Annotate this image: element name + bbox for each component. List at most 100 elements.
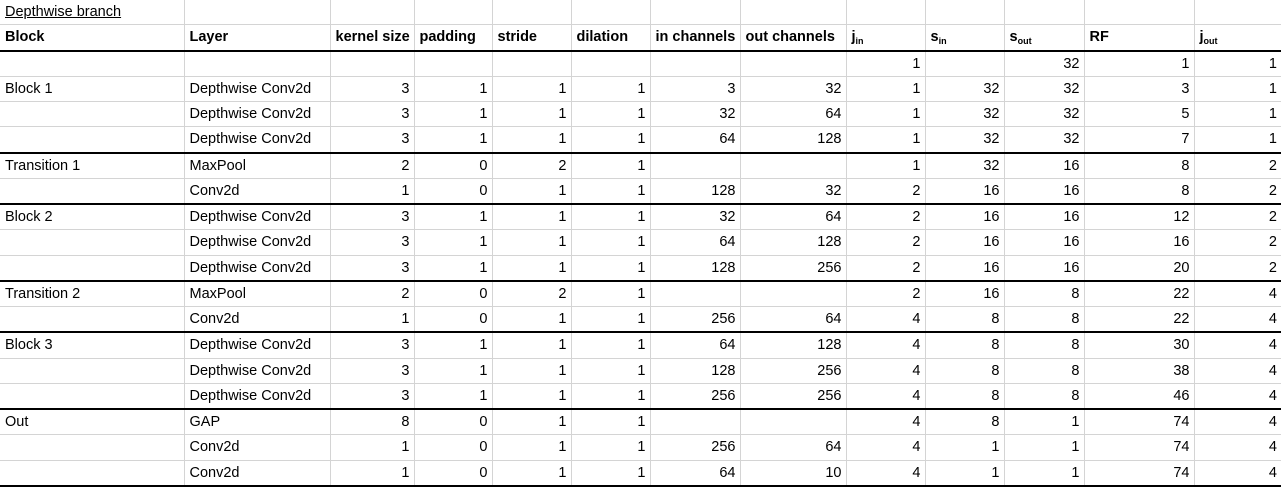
cell-j-in[interactable]: 4 <box>845 460 925 487</box>
cell-layer[interactable]: Conv2d <box>183 434 330 461</box>
cell-j-in[interactable]: 4 <box>845 409 925 436</box>
cell-layer[interactable]: Conv2d <box>183 460 330 487</box>
cell-kernel-size[interactable]: 1 <box>329 306 414 334</box>
cell-dilation[interactable]: 1 <box>570 434 650 461</box>
cell-j-out[interactable]: 4 <box>1193 280 1281 307</box>
cell-padding[interactable]: 0 <box>413 280 492 307</box>
cell-out-channels[interactable]: 32 <box>739 76 846 103</box>
cell-s-in[interactable]: 16 <box>924 255 1004 282</box>
cell-s-out[interactable]: 16 <box>1003 255 1084 282</box>
cell-padding[interactable]: 1 <box>413 255 492 282</box>
header-padding[interactable]: padding <box>413 24 492 52</box>
cell-kernel-size[interactable]: 1 <box>329 178 414 205</box>
cell-rf[interactable]: 16 <box>1083 229 1194 256</box>
cell-stride[interactable]: 1 <box>491 229 571 256</box>
cell[interactable] <box>1083 0 1194 26</box>
cell-j-in[interactable]: 4 <box>845 434 925 461</box>
cell-dilation[interactable]: 1 <box>570 204 650 231</box>
cell-rf[interactable]: 22 <box>1083 306 1194 334</box>
cell-out-channels[interactable]: 64 <box>739 434 846 461</box>
cell-s-out[interactable]: 8 <box>1003 332 1084 359</box>
cell-s-out[interactable]: 32 <box>1003 50 1084 77</box>
cell[interactable] <box>1003 0 1084 26</box>
cell-rf[interactable]: 22 <box>1083 280 1194 307</box>
cell-kernel-size[interactable]: 3 <box>329 76 414 103</box>
cell-layer[interactable]: Conv2d <box>183 306 330 334</box>
cell-s-in[interactable]: 16 <box>924 229 1004 256</box>
header-dilation[interactable]: dilation <box>570 24 650 52</box>
cell-in-channels[interactable]: 64 <box>649 460 740 487</box>
cell-padding[interactable]: 1 <box>413 126 492 154</box>
cell-dilation[interactable]: 1 <box>570 306 650 334</box>
cell-layer[interactable]: Depthwise Conv2d <box>183 76 330 103</box>
cell-padding[interactable]: 1 <box>413 358 492 384</box>
cell-stride[interactable]: 1 <box>491 460 571 487</box>
cell-j-out[interactable]: 1 <box>1193 126 1281 154</box>
cell-padding[interactable]: 1 <box>413 332 492 359</box>
cell-s-in[interactable]: 8 <box>924 306 1004 334</box>
cell-rf[interactable]: 8 <box>1083 152 1194 179</box>
cell-block[interactable] <box>0 255 184 282</box>
header-s-in[interactable]: sin <box>924 24 1004 52</box>
cell-block[interactable] <box>0 178 184 205</box>
cell-s-in[interactable]: 32 <box>924 152 1004 179</box>
cell-dilation[interactable]: 1 <box>570 280 650 307</box>
cell-rf[interactable]: 7 <box>1083 126 1194 154</box>
cell-block[interactable] <box>0 50 184 77</box>
cell-kernel-size[interactable]: 3 <box>329 126 414 154</box>
cell-j-in[interactable]: 4 <box>845 358 925 384</box>
cell-j-in[interactable]: 1 <box>845 50 925 77</box>
cell-padding[interactable]: 1 <box>413 101 492 128</box>
cell-in-channels[interactable]: 256 <box>649 383 740 410</box>
cell-block[interactable] <box>0 229 184 256</box>
cell-rf[interactable]: 74 <box>1083 460 1194 487</box>
cell-layer[interactable]: Depthwise Conv2d <box>183 255 330 282</box>
cell-dilation[interactable] <box>570 50 650 77</box>
cell-block[interactable] <box>0 460 184 487</box>
cell-j-in[interactable]: 2 <box>845 204 925 231</box>
cell-dilation[interactable]: 1 <box>570 101 650 128</box>
cell-padding[interactable]: 0 <box>413 306 492 334</box>
cell-block[interactable]: Out <box>0 409 184 436</box>
cell-s-out[interactable]: 32 <box>1003 126 1084 154</box>
cell-in-channels[interactable]: 3 <box>649 76 740 103</box>
cell-in-channels[interactable]: 32 <box>649 101 740 128</box>
cell-in-channels[interactable]: 128 <box>649 178 740 205</box>
cell-stride[interactable]: 1 <box>491 101 571 128</box>
cell-stride[interactable] <box>491 50 571 77</box>
cell-padding[interactable]: 1 <box>413 204 492 231</box>
cell-out-channels[interactable]: 128 <box>739 332 846 359</box>
cell-j-in[interactable]: 2 <box>845 229 925 256</box>
cell-padding[interactable]: 1 <box>413 229 492 256</box>
cell-stride[interactable]: 1 <box>491 358 571 384</box>
cell-kernel-size[interactable]: 8 <box>329 409 414 436</box>
cell-rf[interactable]: 8 <box>1083 178 1194 205</box>
cell-s-out[interactable]: 1 <box>1003 460 1084 487</box>
cell-kernel-size[interactable]: 3 <box>329 204 414 231</box>
cell[interactable] <box>570 0 650 26</box>
cell-stride[interactable]: 1 <box>491 306 571 334</box>
cell-s-out[interactable]: 32 <box>1003 76 1084 103</box>
cell-s-out[interactable]: 1 <box>1003 434 1084 461</box>
cell-in-channels[interactable] <box>649 280 740 307</box>
cell-padding[interactable]: 0 <box>413 434 492 461</box>
cell-rf[interactable]: 20 <box>1083 255 1194 282</box>
cell[interactable] <box>924 0 1004 26</box>
header-kernel-size[interactable]: kernel size <box>329 24 414 52</box>
cell-s-out[interactable]: 16 <box>1003 152 1084 179</box>
cell-in-channels[interactable]: 32 <box>649 204 740 231</box>
header-s-out[interactable]: sout <box>1003 24 1084 52</box>
cell-out-channels[interactable]: 256 <box>739 358 846 384</box>
cell-dilation[interactable]: 1 <box>570 76 650 103</box>
cell-j-out[interactable]: 4 <box>1193 358 1281 384</box>
cell-out-channels[interactable] <box>739 280 846 307</box>
cell-kernel-size[interactable]: 3 <box>329 332 414 359</box>
cell-stride[interactable]: 1 <box>491 204 571 231</box>
cell-j-in[interactable]: 4 <box>845 306 925 334</box>
cell-j-out[interactable]: 1 <box>1193 76 1281 103</box>
cell-dilation[interactable]: 1 <box>570 358 650 384</box>
cell-s-out[interactable]: 16 <box>1003 229 1084 256</box>
cell-block[interactable] <box>0 306 184 334</box>
cell-layer[interactable]: Depthwise Conv2d <box>183 358 330 384</box>
cell[interactable] <box>649 0 740 26</box>
